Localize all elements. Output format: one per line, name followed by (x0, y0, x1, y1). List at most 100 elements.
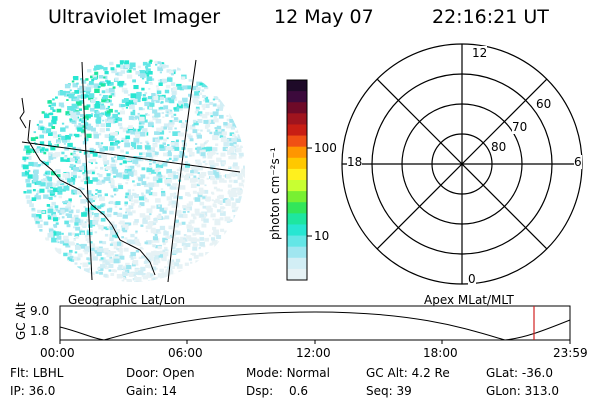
image-pixel (108, 108, 113, 113)
image-pixel (87, 125, 93, 131)
image-pixel (99, 128, 106, 133)
image-pixel (122, 127, 129, 133)
image-pixel (179, 108, 183, 111)
image-pixel (115, 241, 122, 246)
status-ip: IP: 36.0 (10, 384, 56, 398)
image-pixel (176, 172, 179, 174)
image-pixel (69, 163, 74, 167)
image-pixel (220, 206, 225, 210)
image-pixel (237, 192, 242, 196)
image-pixel (40, 179, 45, 183)
image-pixel (53, 134, 58, 139)
image-pixel (220, 189, 223, 192)
image-pixel (102, 241, 107, 245)
image-pixel (146, 76, 153, 81)
image-pixel (76, 156, 80, 160)
image-pixel (210, 112, 213, 115)
image-pixel (127, 211, 133, 216)
image-pixel (144, 92, 148, 95)
image-pixel (63, 252, 68, 257)
image-pixel (149, 82, 153, 85)
image-pixel (95, 119, 102, 124)
image-pixel (136, 145, 142, 150)
image-pixel (173, 174, 179, 179)
image-pixel (160, 126, 166, 130)
image-pixel (148, 182, 155, 187)
image-pixel (56, 139, 61, 144)
image-pixel (83, 268, 90, 273)
image-pixel (127, 189, 131, 192)
timeline-xtick: 18:00 (423, 346, 458, 360)
image-pixel (204, 162, 208, 166)
image-pixel (226, 115, 229, 117)
image-pixel (149, 59, 153, 62)
image-pixel (87, 262, 91, 265)
image-pixel (181, 242, 187, 247)
image-pixel (180, 167, 184, 171)
image-pixel (184, 161, 189, 164)
image-pixel (192, 216, 197, 219)
image-pixel (79, 85, 85, 90)
image-pixel (100, 264, 106, 269)
image-pixel (116, 212, 123, 217)
image-pixel (111, 93, 115, 96)
image-pixel (115, 201, 121, 205)
image-pixel (52, 214, 57, 217)
timeline-xtick: 23:59 (553, 346, 588, 360)
image-pixel (123, 83, 127, 86)
image-pixel (178, 120, 183, 123)
image-pixel (223, 122, 228, 126)
image-pixel (142, 219, 148, 224)
image-pixel (137, 128, 141, 132)
image-pixel (124, 201, 128, 205)
image-pixel (141, 87, 145, 91)
image-pixel (63, 156, 68, 160)
image-pixel (207, 119, 212, 123)
image-pixel (185, 206, 188, 209)
image-pixel (231, 126, 235, 130)
image-pixel (68, 198, 72, 202)
image-pixel (196, 243, 199, 246)
image-pixel (141, 128, 148, 133)
image-pixel (74, 251, 78, 254)
image-pixel (103, 76, 106, 79)
image-pixel (64, 200, 69, 203)
image-pixel (161, 78, 168, 84)
image-pixel (154, 112, 161, 118)
image-pixel (51, 102, 56, 107)
image-pixel (136, 95, 141, 99)
status-glon: GLon: 313.0 (486, 384, 559, 398)
image-pixel (49, 185, 54, 189)
image-pixel (50, 189, 56, 194)
image-pixel (198, 187, 204, 192)
image-pixel (125, 135, 130, 140)
image-pixel (54, 152, 61, 157)
image-pixel (56, 174, 61, 177)
image-pixel (144, 215, 151, 220)
image-pixel (120, 225, 124, 228)
image-pixel (104, 233, 109, 237)
image-pixel (100, 123, 106, 128)
image-pixel (43, 173, 46, 176)
image-pixel (167, 69, 170, 72)
image-pixel (148, 61, 152, 64)
image-pixel (224, 216, 231, 222)
image-pixel (164, 89, 170, 94)
image-pixel (169, 120, 173, 123)
mlat-label-80: 80 (491, 140, 507, 154)
image-pixel (167, 172, 173, 178)
image-pixel (119, 220, 125, 225)
longitude-line (167, 59, 197, 283)
image-pixel (216, 157, 222, 162)
image-pixel (176, 211, 182, 216)
image-pixel (152, 205, 156, 209)
image-pixel (73, 150, 76, 153)
image-pixel (130, 199, 134, 202)
image-pixel (183, 245, 186, 247)
image-pixel (121, 107, 125, 110)
image-pixel (90, 162, 93, 165)
image-pixel (186, 173, 190, 177)
image-pixel (127, 127, 134, 133)
image-pixel (135, 71, 140, 75)
image-pixel (171, 245, 174, 248)
